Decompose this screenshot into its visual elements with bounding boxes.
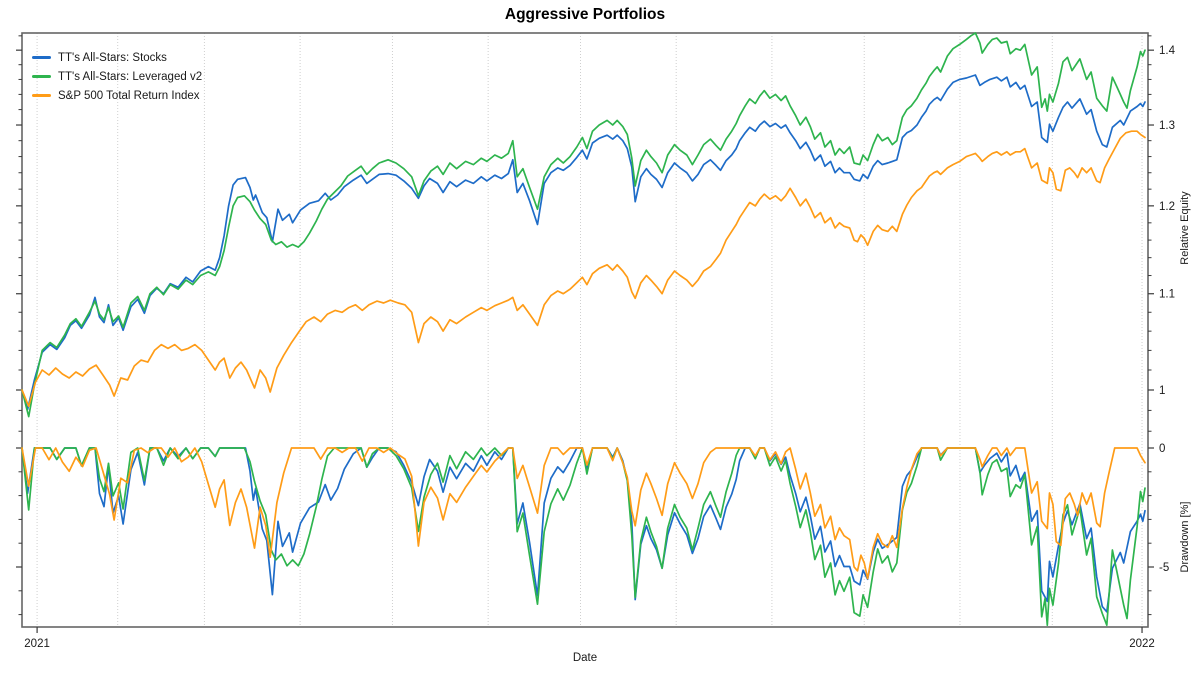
drawdown-axis-title: Drawdown [%] (1179, 502, 1191, 573)
plot-border (21, 32, 1149, 628)
legend-line-swatch (32, 56, 51, 59)
legend-line-swatch (32, 75, 51, 78)
equity-series-line (21, 32, 1146, 418)
chart-title: Aggressive Portfolios (504, 6, 666, 23)
drawdown-tick-label: -5 (1159, 562, 1169, 574)
year-label: 2021 (24, 638, 50, 650)
equity-series-line (21, 74, 1146, 411)
legend-label: TT's All-Stars: Leveraged v2 (58, 70, 203, 83)
legend-item: TT's All-Stars: Leveraged v2 (32, 67, 202, 86)
equity-tick-label: 1 (1159, 385, 1165, 397)
legend-label: TT's All-Stars: Stocks (58, 51, 167, 64)
legend-line-swatch (32, 94, 51, 97)
drawdown-series-line (21, 447, 1146, 613)
legend-label: S&P 500 Total Return Index (58, 89, 200, 102)
x-axis-title: Date (573, 652, 597, 664)
legend-item: TT's All-Stars: Stocks (32, 48, 202, 67)
equity-tick-label: 1.1 (1159, 289, 1175, 301)
drawdown-series-line (21, 447, 1146, 580)
equity-axis-title: Relative Equity (1179, 191, 1191, 265)
year-label: 2022 (1129, 638, 1155, 650)
drawdown-series-line (21, 447, 1146, 627)
equity-tick-label: 1.2 (1159, 201, 1175, 213)
legend: TT's All-Stars: Stocks TT's All-Stars: Le… (32, 48, 202, 105)
drawdown-tick-label: 0 (1159, 443, 1165, 455)
equity-tick-label: 1.4 (1159, 45, 1176, 57)
equity-series-line (21, 130, 1146, 408)
equity-tick-label: 1.3 (1159, 120, 1175, 132)
legend-item: S&P 500 Total Return Index (32, 86, 202, 105)
